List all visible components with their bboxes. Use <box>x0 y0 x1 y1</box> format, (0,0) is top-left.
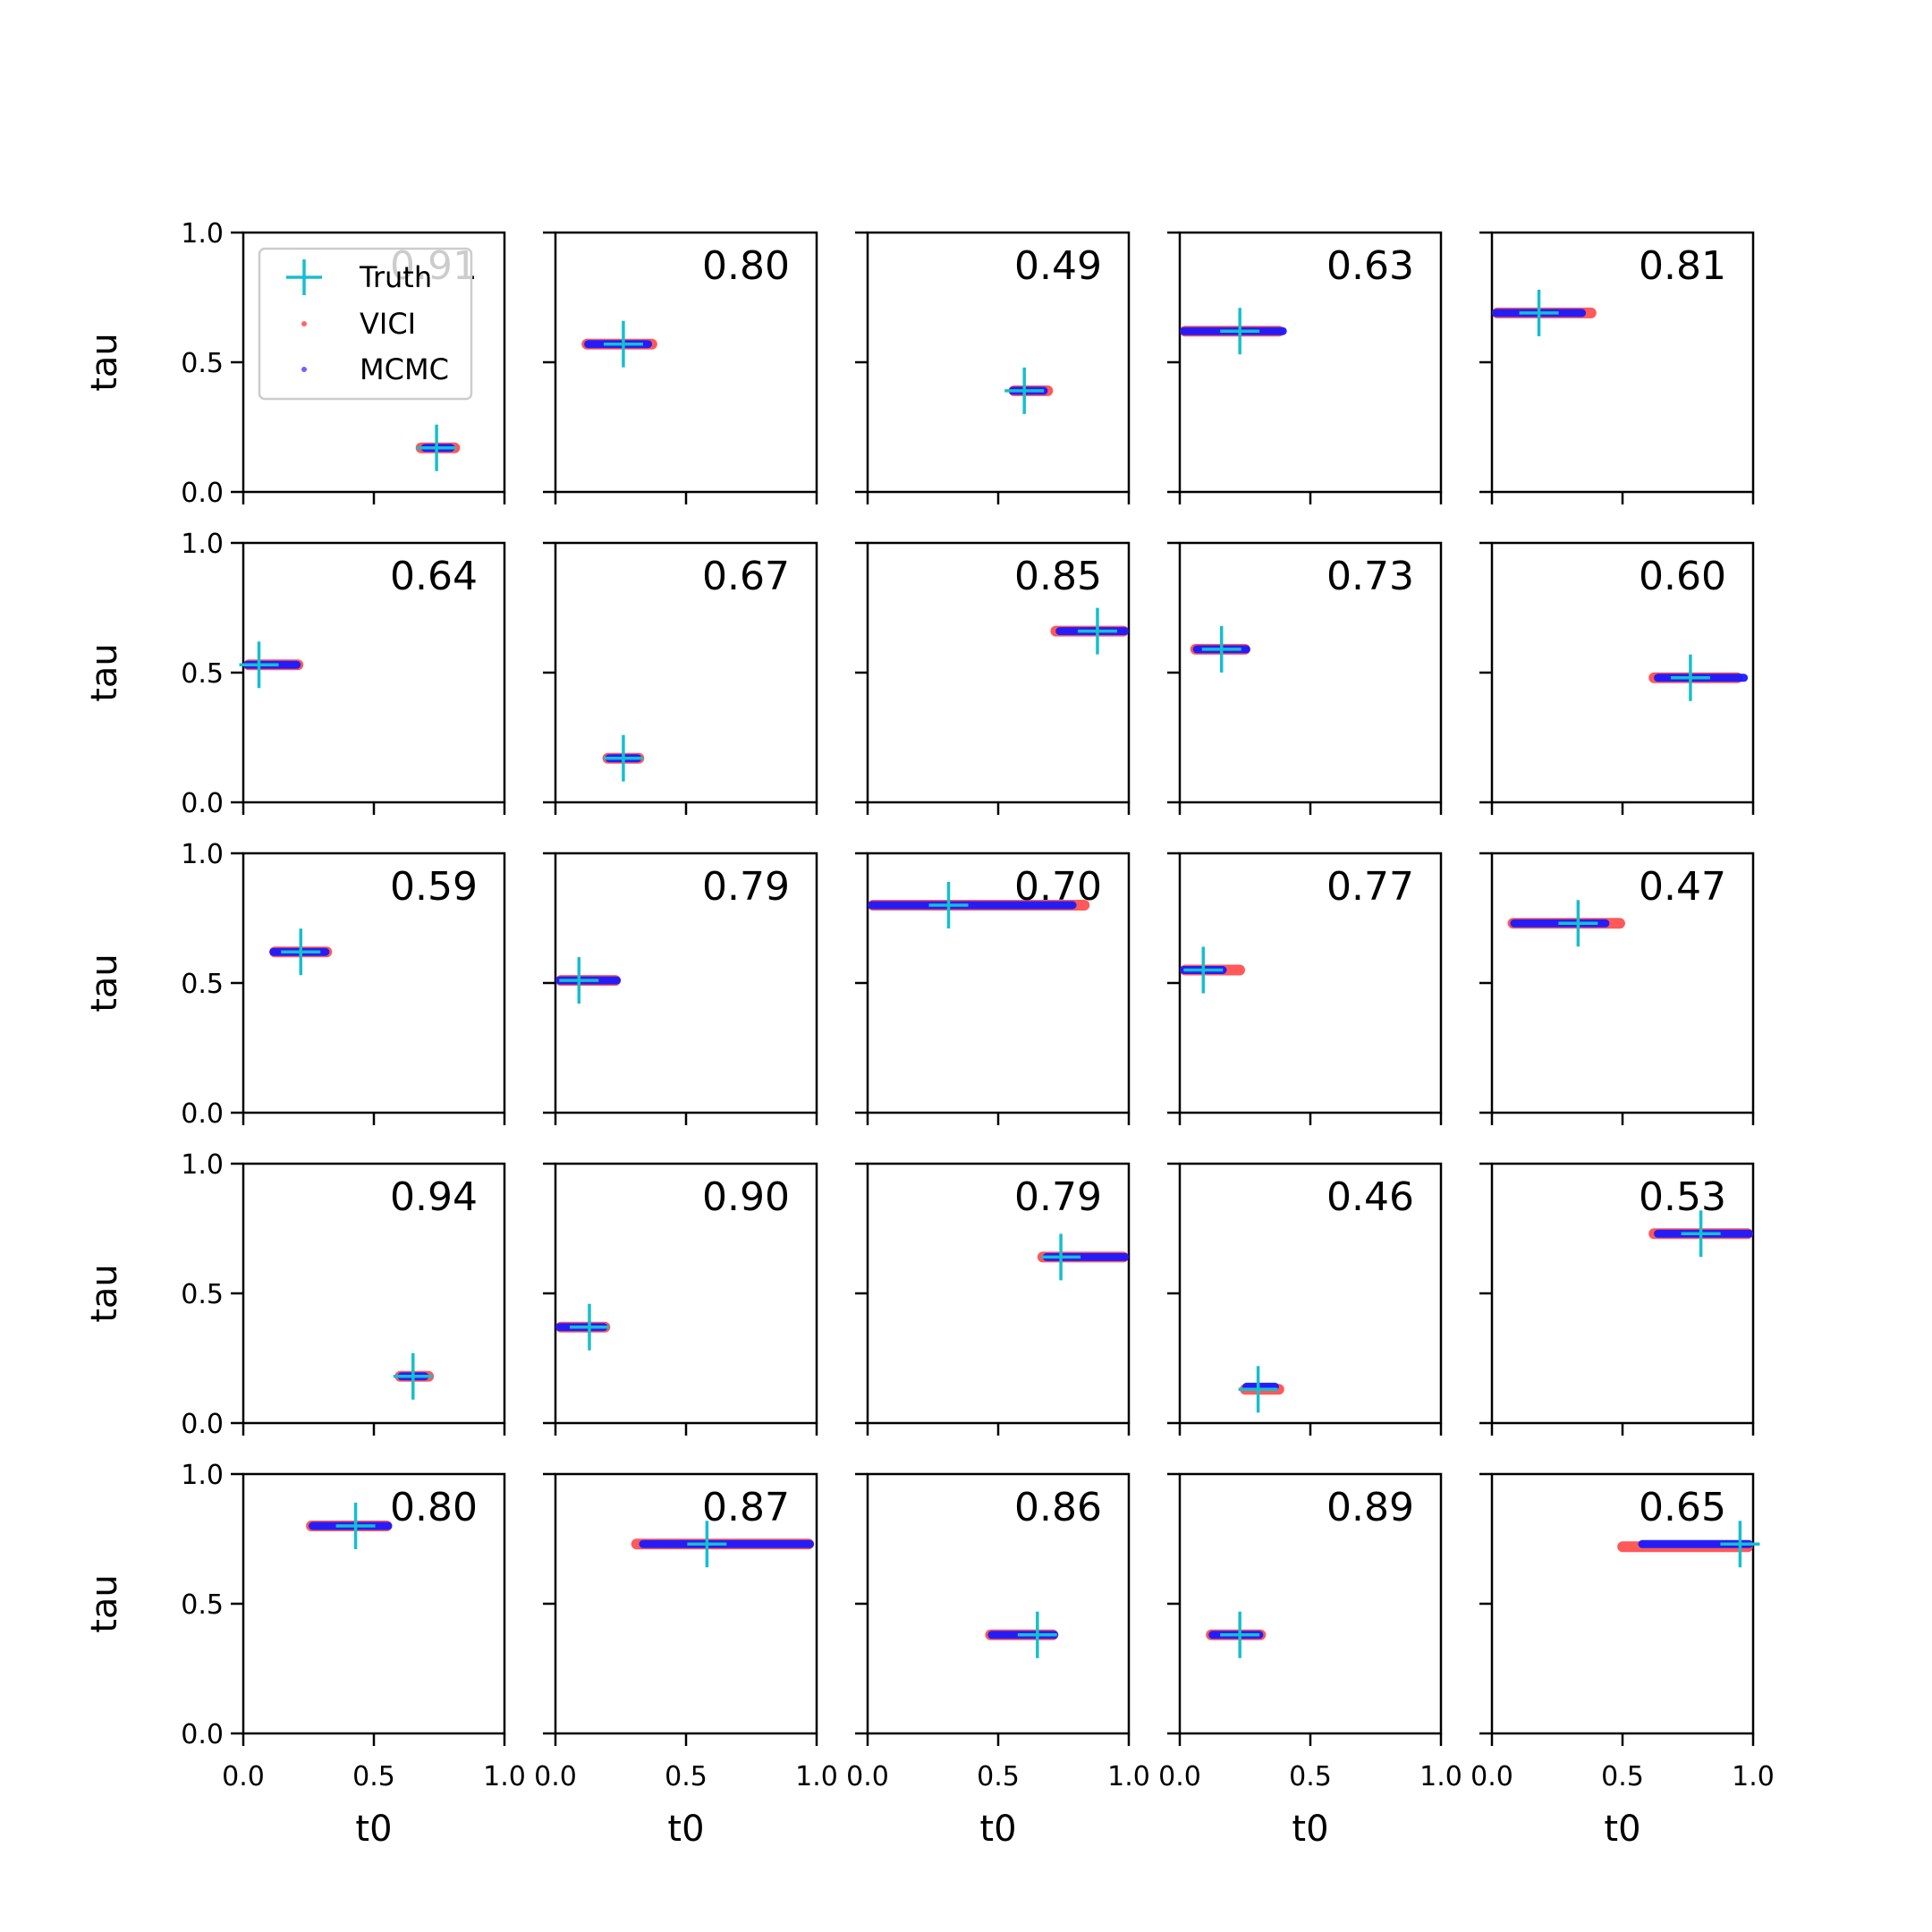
y-axis-label: tau <box>84 1264 125 1323</box>
x-tick-label: 1.0 <box>1419 1761 1462 1792</box>
y-tick-label: 0.5 <box>181 969 224 1000</box>
panel-value: 0.80 <box>702 243 790 289</box>
panel-17: 0.90 <box>543 1162 818 1436</box>
y-tick-label: 1.0 <box>181 1460 224 1491</box>
legend-label: Truth <box>359 260 432 294</box>
panel-value: 0.79 <box>1014 1174 1102 1220</box>
panel-13: 0.70 <box>855 852 1131 1125</box>
panel-value: 0.53 <box>1639 1174 1726 1220</box>
x-tick-label: 0.0 <box>846 1761 889 1792</box>
panel-15: 0.47 <box>1479 852 1755 1125</box>
panel-23: 0.0 0.5 1.0 t0 0.86 <box>846 1472 1150 1850</box>
x-tick-label: 0.5 <box>1601 1761 1644 1792</box>
legend: Truth VICI MCMC <box>258 247 473 401</box>
panel-value: 0.85 <box>1014 554 1102 599</box>
y-tick-label: 1.0 <box>181 218 224 250</box>
x-tick-label: 0.0 <box>1470 1761 1513 1792</box>
legend-box <box>258 247 473 401</box>
x-tick-label: 1.0 <box>1732 1761 1775 1792</box>
panel-12: 0.79 <box>543 852 818 1125</box>
legend-label: MCMC <box>360 352 449 386</box>
panel-6: 0.0 0.5 1.0 tau 0.64 <box>84 529 506 819</box>
panel-value: 0.63 <box>1326 243 1414 289</box>
panel-8: 0.85 <box>855 541 1131 815</box>
y-tick-label: 0.0 <box>181 1098 224 1130</box>
panel-value: 0.94 <box>390 1174 478 1220</box>
y-axis-label: tau <box>84 643 125 702</box>
panel-2: 0.80 <box>543 231 818 504</box>
panel-7: 0.67 <box>543 541 818 815</box>
y-tick-label: 0.0 <box>181 1409 224 1440</box>
panel-value: 0.73 <box>1326 554 1414 599</box>
panel-value: 0.65 <box>1639 1485 1726 1530</box>
x-tick-label: 1.0 <box>795 1761 838 1792</box>
legend-label: VICI <box>360 307 416 341</box>
x-tick-label: 1.0 <box>483 1761 526 1792</box>
y-axis-label: tau <box>84 1574 125 1633</box>
panel-value: 0.60 <box>1639 554 1726 599</box>
panel-value: 0.80 <box>390 1485 478 1530</box>
x-axis-label: t0 <box>355 1809 392 1850</box>
panel-value: 0.87 <box>702 1485 790 1530</box>
x-tick-label: 0.0 <box>534 1761 577 1792</box>
x-axis-label: t0 <box>1604 1809 1640 1850</box>
panel-20: 0.53 <box>1479 1162 1755 1436</box>
panel-value: 0.49 <box>1014 243 1102 289</box>
y-tick-label: 0.0 <box>181 478 224 509</box>
panel-value: 0.46 <box>1326 1174 1414 1220</box>
mcmc-samples <box>1638 1539 1753 1548</box>
x-tick-label: 1.0 <box>1107 1761 1150 1792</box>
panel-24: 0.0 0.5 1.0 t0 0.89 <box>1158 1472 1462 1850</box>
panel-value: 0.70 <box>1014 864 1102 910</box>
x-tick-label: 0.0 <box>222 1761 265 1792</box>
y-tick-label: 0.0 <box>181 788 224 819</box>
x-axis-label: t0 <box>979 1809 1016 1850</box>
panel-25: 0.0 0.5 1.0 t0 0.65 <box>1470 1472 1775 1850</box>
panel-value: 0.81 <box>1639 243 1726 289</box>
y-axis-label: tau <box>84 953 125 1013</box>
panel-16: 0.0 0.5 1.0 tau 0.94 <box>84 1149 506 1440</box>
y-tick-label: 1.0 <box>181 839 224 870</box>
x-tick-label: 0.5 <box>977 1761 1020 1792</box>
legend-mcmc-marker <box>301 367 307 372</box>
panel-11: 0.0 0.5 1.0 tau 0.59 <box>84 839 506 1130</box>
panel-value: 0.64 <box>390 554 478 599</box>
panel-9: 0.73 <box>1167 541 1443 815</box>
x-axis-label: t0 <box>667 1809 704 1850</box>
panel-21: 0.0 0.5 1.0 0.0 0.5 1.0 tau t0 0.80 <box>84 1460 526 1850</box>
panel-14: 0.77 <box>1167 852 1443 1125</box>
panel-value: 0.86 <box>1014 1485 1102 1530</box>
panel-4: 0.63 <box>1167 231 1443 504</box>
y-tick-label: 0.5 <box>181 658 224 690</box>
panel-10: 0.60 <box>1479 541 1755 815</box>
y-tick-label: 0.5 <box>181 1279 224 1310</box>
mcmc-samples <box>868 901 1077 910</box>
panel-3: 0.49 <box>855 231 1131 504</box>
y-tick-label: 0.5 <box>181 348 224 379</box>
panel-value: 0.47 <box>1639 864 1726 910</box>
y-tick-label: 0.0 <box>181 1719 224 1750</box>
panel-value: 0.90 <box>702 1174 790 1220</box>
panel-value: 0.67 <box>702 554 790 599</box>
legend-vici-marker <box>301 321 307 326</box>
panel-5: 0.81 <box>1479 231 1755 504</box>
y-axis-label: tau <box>84 333 125 392</box>
panel-22: 0.0 0.5 1.0 t0 0.87 <box>534 1472 838 1850</box>
panel-18: 0.79 <box>855 1162 1131 1436</box>
panel-value: 0.89 <box>1326 1485 1414 1530</box>
x-tick-label: 0.5 <box>665 1761 708 1792</box>
y-tick-label: 1.0 <box>181 1149 224 1181</box>
x-tick-label: 0.5 <box>352 1761 395 1792</box>
x-tick-label: 0.0 <box>1158 1761 1201 1792</box>
y-tick-label: 0.5 <box>181 1589 224 1621</box>
x-tick-label: 0.5 <box>1289 1761 1332 1792</box>
y-tick-label: 1.0 <box>181 529 224 560</box>
panel-19: 0.46 <box>1167 1162 1443 1436</box>
panel-value: 0.79 <box>702 864 790 910</box>
mcmc-samples <box>1042 1252 1129 1261</box>
panel-value: 0.77 <box>1326 864 1414 910</box>
panel-value: 0.59 <box>390 864 478 910</box>
x-axis-label: t0 <box>1292 1809 1328 1850</box>
